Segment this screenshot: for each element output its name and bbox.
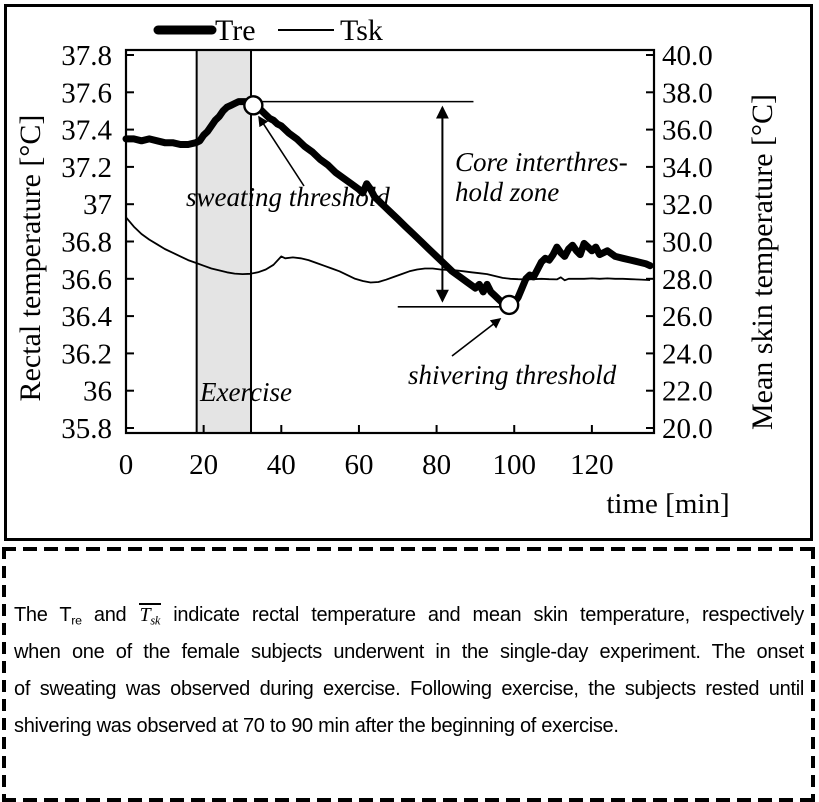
exercise-label: Exercise (199, 377, 292, 407)
y-right-tick-label: 22.0 (662, 376, 713, 408)
caption-box: The Tre and Tsk indicate rectal temperat… (2, 547, 815, 802)
y-right-tick-label: 24.0 (662, 338, 713, 370)
y-left-tick-label: 37.2 (61, 152, 112, 184)
y-left-tick-label: 36.8 (61, 227, 112, 259)
x-tick-label: 20 (189, 449, 218, 481)
x-tick-label: 80 (422, 449, 451, 481)
caption-border-bottom (2, 798, 815, 802)
caption-text: The Tre and Tsk indicate rectal temperat… (14, 597, 804, 745)
right-axis-title: Mean skin temperature [°C] (746, 94, 779, 430)
y-left-tick-label: 36 (83, 376, 112, 408)
x-tick-label: 0 (119, 449, 134, 481)
y-right-tick-label: 30.0 (662, 227, 713, 259)
caption-seg: and (81, 604, 139, 626)
y-right-tick-label: 38.0 (662, 77, 713, 109)
figure-border (4, 4, 813, 541)
y-right-tick-label: 34.0 (662, 152, 713, 184)
x-tick-label: 60 (344, 449, 373, 481)
tsk-overbar-symbol: Tsk (138, 603, 162, 628)
y-left-tick-label: 37.8 (61, 40, 112, 72)
shivering-threshold-label: shivering threshold (408, 360, 617, 390)
sweating-threshold-marker (243, 95, 264, 116)
y-right-tick-label: 32.0 (662, 189, 713, 221)
x-axis-title: time [min] (606, 488, 729, 520)
caption-seg: The T (14, 604, 72, 626)
y-right-tick-label: 36.0 (662, 115, 713, 147)
shivering-annotation-arrow (451, 318, 502, 357)
tre-series-line (122, 98, 654, 309)
y-right-tick-label: 20.0 (662, 413, 713, 445)
caption-seg: indicate rectal temperature and mean ski… (161, 604, 804, 626)
caption-line-4: shivering was observed at 70 to 90 min a… (14, 715, 619, 737)
y-right-tick-label: 28.0 (662, 264, 713, 296)
sweating-annotation-arrow (258, 115, 305, 187)
y-left-tick-label: 36.4 (61, 301, 112, 333)
x-tick-label: 40 (267, 449, 296, 481)
caption-line-1: The Tre and Tsk indicate rectal temperat… (14, 597, 804, 634)
caption-line-2: when one of the female subjects underwen… (14, 641, 804, 663)
legend-tre-label: Tre (215, 14, 256, 47)
y-left-tick-label: 36.2 (61, 338, 112, 370)
y-left-tick-label: 37.4 (61, 115, 112, 147)
y-right-tick-label: 26.0 (662, 301, 713, 333)
y-right-tick-label: 40.0 (662, 40, 713, 72)
tsk-T: T (139, 604, 151, 626)
caption-border-top (2, 547, 815, 551)
temperature-chart: 0 20 40 60 80 100 120 37.8 37.6 37.4 37.2 37 36.8 36.… (4, 4, 813, 541)
legend-tsk-label: Tsk (340, 14, 383, 47)
y-left-tick-label: 37.6 (61, 77, 112, 109)
legend: Tre Tsk (153, 14, 383, 47)
tsk-subscript: sk (150, 613, 161, 628)
caption-border-right (811, 547, 815, 802)
sweating-threshold-label: sweating threshold (186, 182, 390, 212)
figure-panel: 0 20 40 60 80 100 120 37.8 37.6 37.4 37.2 37 36.8 36.… (4, 4, 813, 541)
y-left-tick-label: 35.8 (61, 413, 112, 445)
y-left-tick-label: 37 (83, 189, 112, 221)
core-zone-label-line2: hold zone (455, 177, 559, 207)
axis-tick-labels: 0 20 40 60 80 100 120 37.8 37.6 37.4 37.2 37 36.8 36.… (61, 40, 713, 481)
x-tick-label: 120 (570, 449, 614, 481)
caption-line-3: of sweating was observed during exercise… (14, 678, 804, 700)
axis-ticks (125, 54, 654, 433)
left-axis-title: Rectal temperature [°C] (14, 115, 47, 402)
shivering-threshold-marker (498, 294, 520, 316)
tsk-series-line (125, 216, 651, 284)
y-left-tick-label: 36.6 (61, 264, 112, 296)
caption-border-left (2, 547, 6, 802)
core-zone-label-line1: Core interthres- (455, 147, 628, 177)
x-tick-label: 100 (492, 449, 536, 481)
tre-subscript: re (71, 613, 82, 628)
